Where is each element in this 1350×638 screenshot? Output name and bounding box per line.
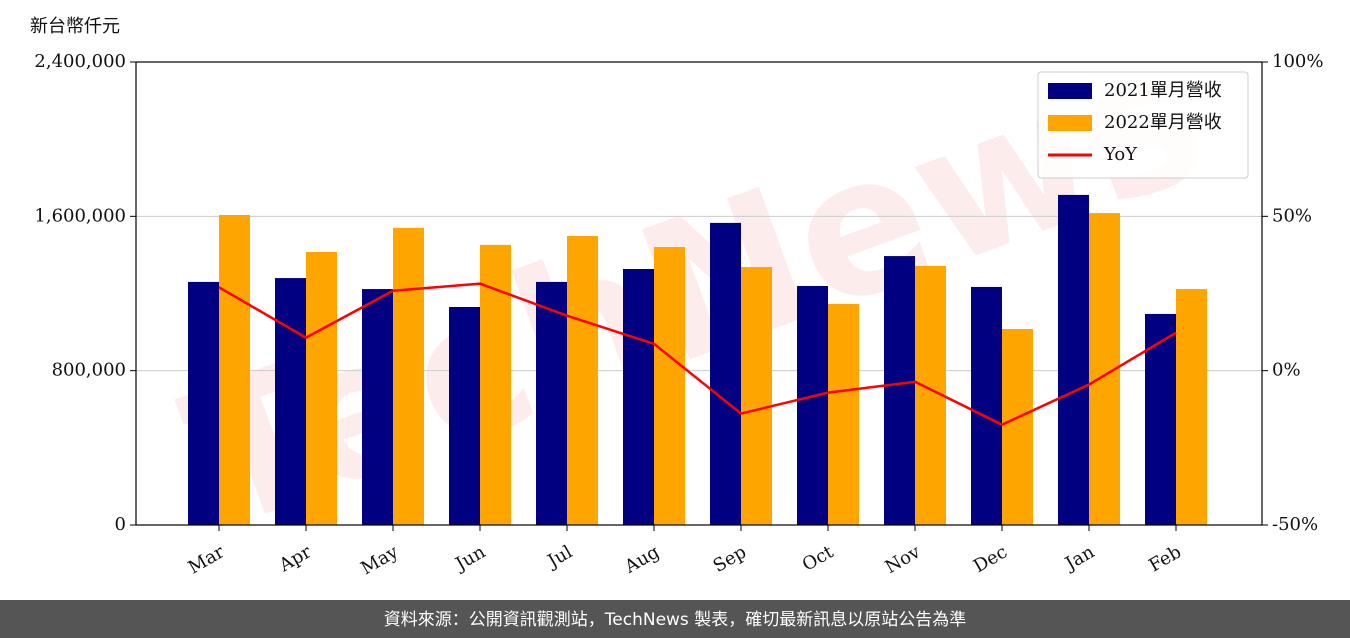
x-tick-label: Sep <box>710 541 750 576</box>
x-tick-label: Feb <box>1145 541 1185 576</box>
bar <box>1145 313 1176 525</box>
footer-bar <box>0 600 1350 638</box>
x-tick-label: Nov <box>882 541 925 578</box>
bar <box>884 256 915 525</box>
y2-tick-label: 100% <box>1272 51 1323 72</box>
x-tick-label: May <box>357 541 402 579</box>
y-tick-label: 800,000 <box>52 360 126 381</box>
x-tick-label: Jun <box>450 541 489 576</box>
x-tick-label: Oct <box>799 541 838 576</box>
bar <box>741 267 772 525</box>
legend-swatch <box>1048 115 1092 131</box>
y-tick-label: 1,600,000 <box>34 205 126 226</box>
bar <box>275 278 306 525</box>
bar <box>710 222 741 525</box>
bar <box>362 289 393 525</box>
x-tick-label: Dec <box>970 541 1011 577</box>
legend-swatch <box>1048 83 1092 99</box>
bar <box>480 244 511 525</box>
bar <box>1176 289 1207 525</box>
x-tick-label: Mar <box>185 541 229 578</box>
bar <box>828 303 859 525</box>
y2-tick-label: 0% <box>1272 360 1301 381</box>
bar <box>1002 328 1033 525</box>
legend-label: 2022單月營收 <box>1104 112 1222 133</box>
y2-tick-label: -50% <box>1272 514 1318 535</box>
bar <box>219 214 250 525</box>
x-tick-label: Jul <box>542 541 576 573</box>
plot-frame <box>135 61 1263 526</box>
bar <box>449 307 480 525</box>
bar <box>971 286 1002 525</box>
x-tick-label: Aug <box>620 541 663 578</box>
bar <box>1058 194 1089 525</box>
y-tick-label: 0 <box>115 514 126 535</box>
bar <box>393 227 424 526</box>
bar <box>623 268 654 525</box>
bar <box>188 281 219 525</box>
bar <box>567 236 598 525</box>
bar <box>536 281 567 525</box>
legend-label: YoY <box>1103 144 1138 165</box>
bar <box>654 247 685 525</box>
bar <box>797 285 828 525</box>
yoy-line <box>218 282 1177 427</box>
bar <box>306 252 337 525</box>
y2-tick-label: 50% <box>1272 205 1312 226</box>
y-tick-label: 2,400,000 <box>34 51 126 72</box>
source-note: 資料來源：公開資訊觀測站，TechNews 製表，確切最新訊息以原站公告為準 <box>384 610 966 630</box>
legend-label: 2021單月營收 <box>1104 80 1222 101</box>
y-axis-label: 新台幣仟元 <box>30 16 120 37</box>
legend: 2021單月營收 2022單月營收 YoY <box>1037 71 1249 179</box>
x-tick-label: Jan <box>1060 541 1098 575</box>
